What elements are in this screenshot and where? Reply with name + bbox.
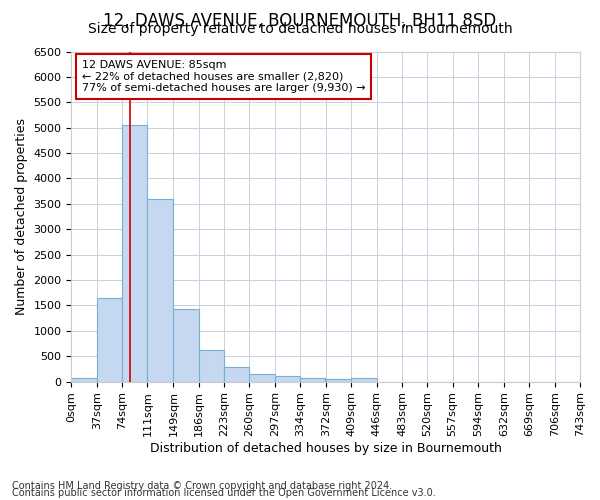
Text: Contains HM Land Registry data © Crown copyright and database right 2024.: Contains HM Land Registry data © Crown c…	[12, 481, 392, 491]
Bar	[173, 310, 199, 382]
Text: Contains public sector information licensed under the Open Government Licence v3: Contains public sector information licen…	[12, 488, 436, 498]
Bar	[300, 378, 325, 382]
Bar	[71, 378, 97, 382]
Bar	[352, 378, 377, 382]
Bar	[148, 199, 173, 382]
Bar	[122, 124, 148, 382]
Bar	[250, 374, 275, 382]
Text: Size of property relative to detached houses in Bournemouth: Size of property relative to detached ho…	[88, 22, 512, 36]
Bar	[199, 350, 224, 382]
X-axis label: Distribution of detached houses by size in Bournemouth: Distribution of detached houses by size …	[150, 442, 502, 455]
Text: 12 DAWS AVENUE: 85sqm
← 22% of detached houses are smaller (2,820)
77% of semi-d: 12 DAWS AVENUE: 85sqm ← 22% of detached …	[82, 60, 365, 93]
Text: 12, DAWS AVENUE, BOURNEMOUTH, BH11 8SD: 12, DAWS AVENUE, BOURNEMOUTH, BH11 8SD	[103, 12, 497, 30]
Bar	[97, 298, 122, 382]
Y-axis label: Number of detached properties: Number of detached properties	[15, 118, 28, 315]
Bar	[275, 376, 300, 382]
Bar	[224, 367, 250, 382]
Bar	[326, 379, 352, 382]
